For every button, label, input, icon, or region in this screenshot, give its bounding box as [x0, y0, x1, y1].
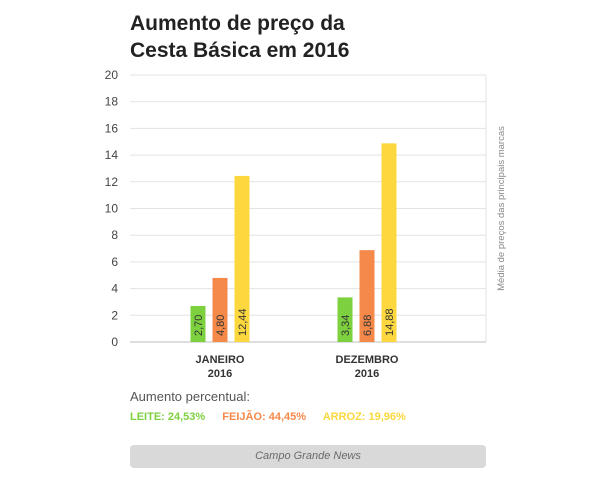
bar-arroz-0	[234, 175, 250, 342]
bar-value-label: 12,44	[237, 308, 249, 336]
y-tick-label: 10	[105, 202, 119, 216]
y-tick-label: 0	[111, 335, 118, 349]
percent-arroz: ARROZ: 19,96%	[322, 411, 406, 423]
bar-value-label: 3,34	[340, 315, 352, 336]
y-tick-label: 20	[105, 68, 119, 82]
bar-feijao-0	[212, 277, 228, 342]
bar-value-label: 2,70	[193, 315, 205, 336]
chart-title-line2: Cesta Básica em 2016	[130, 39, 350, 62]
bar-leite-1	[337, 297, 353, 342]
chart-title-line1: Aumento de preço da	[130, 12, 345, 35]
bar-leite-0	[190, 305, 206, 342]
bar-value-label: 6,88	[362, 315, 374, 336]
y-tick-label: 16	[105, 121, 119, 135]
y-tick-label: 8	[111, 228, 118, 242]
x-category-label: DEZEMBRO	[336, 354, 399, 366]
y-tick-label: 2	[111, 308, 118, 322]
x-category-label: JANEIRO	[196, 354, 245, 366]
y-tick-label: 6	[111, 255, 118, 269]
bar-feijao-1	[359, 250, 375, 342]
percent-feijao: FEIJÃO: 44,45%	[222, 411, 307, 423]
percent-increase-row: LEITE: 24,53% FEIJÃO: 44,45% ARROZ: 19,9…	[130, 411, 420, 423]
chart-title: Aumento de preço da Cesta Básica em 2016	[130, 10, 350, 64]
source-credit: Campo Grande News	[130, 445, 486, 468]
bar-value-label: 14,88	[384, 308, 396, 336]
bar-chart: 0 2 4 6 8 10 12 14 16 18 20 Média de preços das pri…	[105, 68, 507, 380]
percent-increase-label: Aumento percentual:	[130, 389, 250, 404]
x-category-label: 2016	[355, 368, 379, 380]
y-tick-label: 4	[111, 282, 118, 296]
y-tick-label: 14	[105, 148, 119, 162]
y-tick-label: 18	[105, 95, 119, 109]
y-axis-label: Média de preços das principais marcas	[496, 126, 507, 291]
percent-leite: LEITE: 24,53%	[130, 411, 206, 423]
x-category-label: 2016	[208, 368, 232, 380]
bar-arroz-1	[381, 143, 397, 342]
y-tick-label: 12	[105, 175, 119, 189]
bar-value-label: 4,80	[215, 315, 227, 336]
